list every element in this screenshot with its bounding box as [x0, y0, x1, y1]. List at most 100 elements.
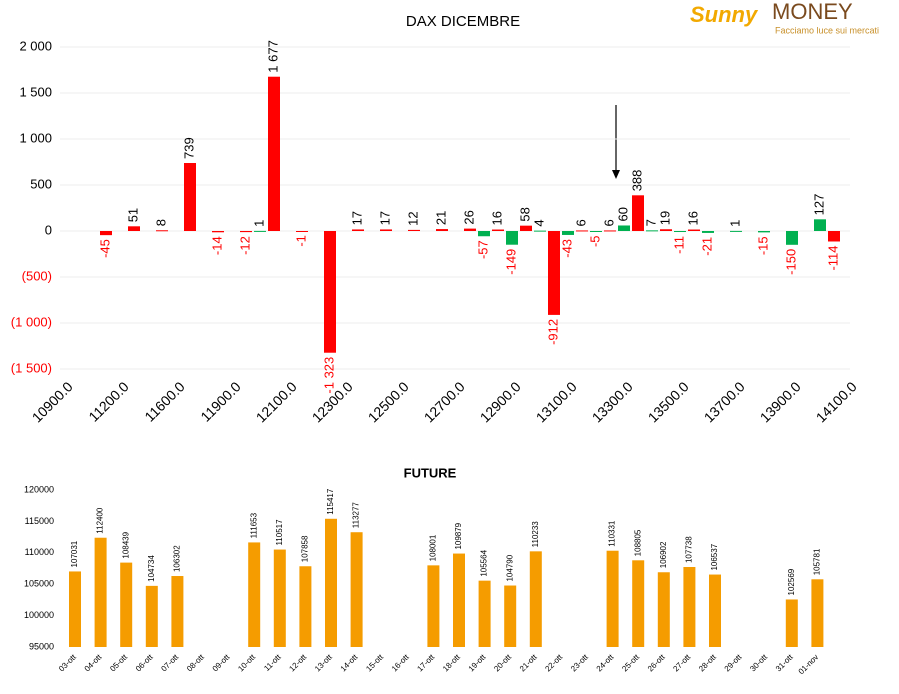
x-tick-label: 31-ott — [774, 652, 795, 673]
bar — [427, 565, 440, 647]
data-label: 12 — [405, 211, 420, 225]
y-tick-label: 2 000 — [19, 38, 52, 53]
data-label: -1 — [293, 235, 308, 247]
y-tick-label: (500) — [22, 268, 52, 283]
bar — [352, 229, 364, 231]
data-label: 115417 — [326, 488, 335, 515]
data-label: -149 — [503, 249, 518, 275]
bar — [506, 231, 518, 245]
y-tick-label: (1 000) — [11, 314, 52, 329]
data-label: -43 — [559, 239, 574, 258]
x-tick-label: 27-ott — [671, 652, 692, 673]
bar — [730, 230, 742, 232]
data-label: 105564 — [480, 549, 489, 576]
data-label: -45 — [97, 239, 112, 258]
data-label: -150 — [783, 249, 798, 275]
logo-brand: Sunny — [690, 2, 759, 27]
data-label: 106302 — [173, 545, 182, 572]
x-tick-label: 22-ott — [543, 652, 564, 673]
data-label: 113277 — [352, 502, 361, 529]
y-tick-label: 110000 — [25, 547, 54, 557]
x-tick-label: 17-ott — [415, 652, 436, 673]
data-label: -114 — [825, 245, 840, 270]
bar — [492, 229, 504, 231]
bar — [520, 225, 532, 231]
bar — [273, 549, 286, 647]
x-tick-label: 29-ott — [723, 652, 744, 673]
bar — [576, 230, 588, 232]
bar — [380, 229, 392, 231]
bar — [604, 230, 616, 232]
data-label: 104790 — [505, 554, 514, 581]
bar — [478, 580, 491, 647]
data-label: -912 — [545, 319, 560, 345]
bar — [632, 560, 645, 647]
x-tick-label: 04-ott — [83, 652, 104, 673]
data-label: -14 — [209, 236, 224, 255]
data-label: 388 — [629, 170, 644, 192]
x-tick-label: 05-ott — [108, 652, 129, 673]
bar — [758, 231, 770, 233]
y-tick-label: (1 500) — [11, 360, 52, 375]
data-label: 58 — [517, 207, 532, 221]
bar — [632, 195, 644, 231]
bar — [709, 574, 721, 647]
x-tick-label: 12100.0 — [253, 378, 300, 425]
bar — [299, 566, 312, 647]
data-label: 104734 — [147, 555, 156, 582]
bar — [324, 231, 336, 353]
data-label: -21 — [699, 237, 714, 256]
data-label: 107738 — [685, 536, 694, 563]
x-tick-label: 08-ott — [185, 652, 206, 673]
data-label: 60 — [615, 207, 630, 221]
x-tick-label: 13300.0 — [589, 378, 636, 425]
data-label: 112400 — [96, 507, 105, 534]
bar — [100, 231, 112, 236]
data-label: 106902 — [659, 541, 668, 568]
x-tick-label: 13700.0 — [701, 378, 748, 425]
bar — [408, 229, 420, 231]
data-label: 107858 — [301, 535, 310, 562]
bar — [660, 229, 672, 231]
data-label: -1 323 — [321, 357, 336, 394]
logo: Sunny MONEY Facciamo luce sui mercati — [690, 0, 879, 35]
x-tick-label: 06-ott — [134, 652, 155, 673]
data-label: 109879 — [454, 522, 463, 549]
data-label: 26 — [461, 210, 476, 224]
bar — [478, 231, 490, 237]
y-tick-label: 95000 — [29, 641, 54, 651]
bar — [240, 231, 252, 233]
data-label: -12 — [237, 236, 252, 255]
x-tick-label: 12900.0 — [477, 378, 524, 425]
bar — [296, 231, 308, 232]
logo-name: MONEY — [772, 0, 853, 24]
arrow — [612, 105, 620, 179]
x-tick-label: 09-ott — [211, 652, 232, 673]
x-tick-label: 14-ott — [339, 652, 360, 673]
bar — [436, 229, 448, 231]
data-label: 108439 — [121, 531, 130, 558]
x-tick-label: 15-ott — [364, 652, 385, 673]
x-tick-label: 12500.0 — [365, 378, 412, 425]
x-tick-label: 11200.0 — [85, 378, 132, 425]
y-tick-label: 1 500 — [19, 84, 52, 99]
x-tick-label: 18-ott — [441, 652, 462, 673]
bar — [674, 231, 686, 233]
x-tick-label: 23-ott — [569, 652, 590, 673]
bar — [590, 231, 602, 232]
data-label: 739 — [181, 137, 196, 159]
data-label: 111653 — [249, 512, 258, 538]
bar — [504, 585, 517, 647]
x-tick-label: 19-ott — [467, 652, 488, 673]
bar — [702, 231, 714, 233]
x-tick-label: 13100.0 — [533, 378, 580, 425]
bar — [657, 572, 670, 647]
data-label: 110331 — [608, 520, 617, 547]
bar — [534, 230, 546, 232]
bar — [606, 550, 619, 647]
bar — [156, 230, 168, 232]
data-label: -5 — [587, 235, 602, 247]
data-label: -15 — [755, 236, 770, 255]
chart-title: DAX DICEMBRE — [406, 13, 520, 30]
y-tick-label: 1 000 — [19, 130, 52, 145]
